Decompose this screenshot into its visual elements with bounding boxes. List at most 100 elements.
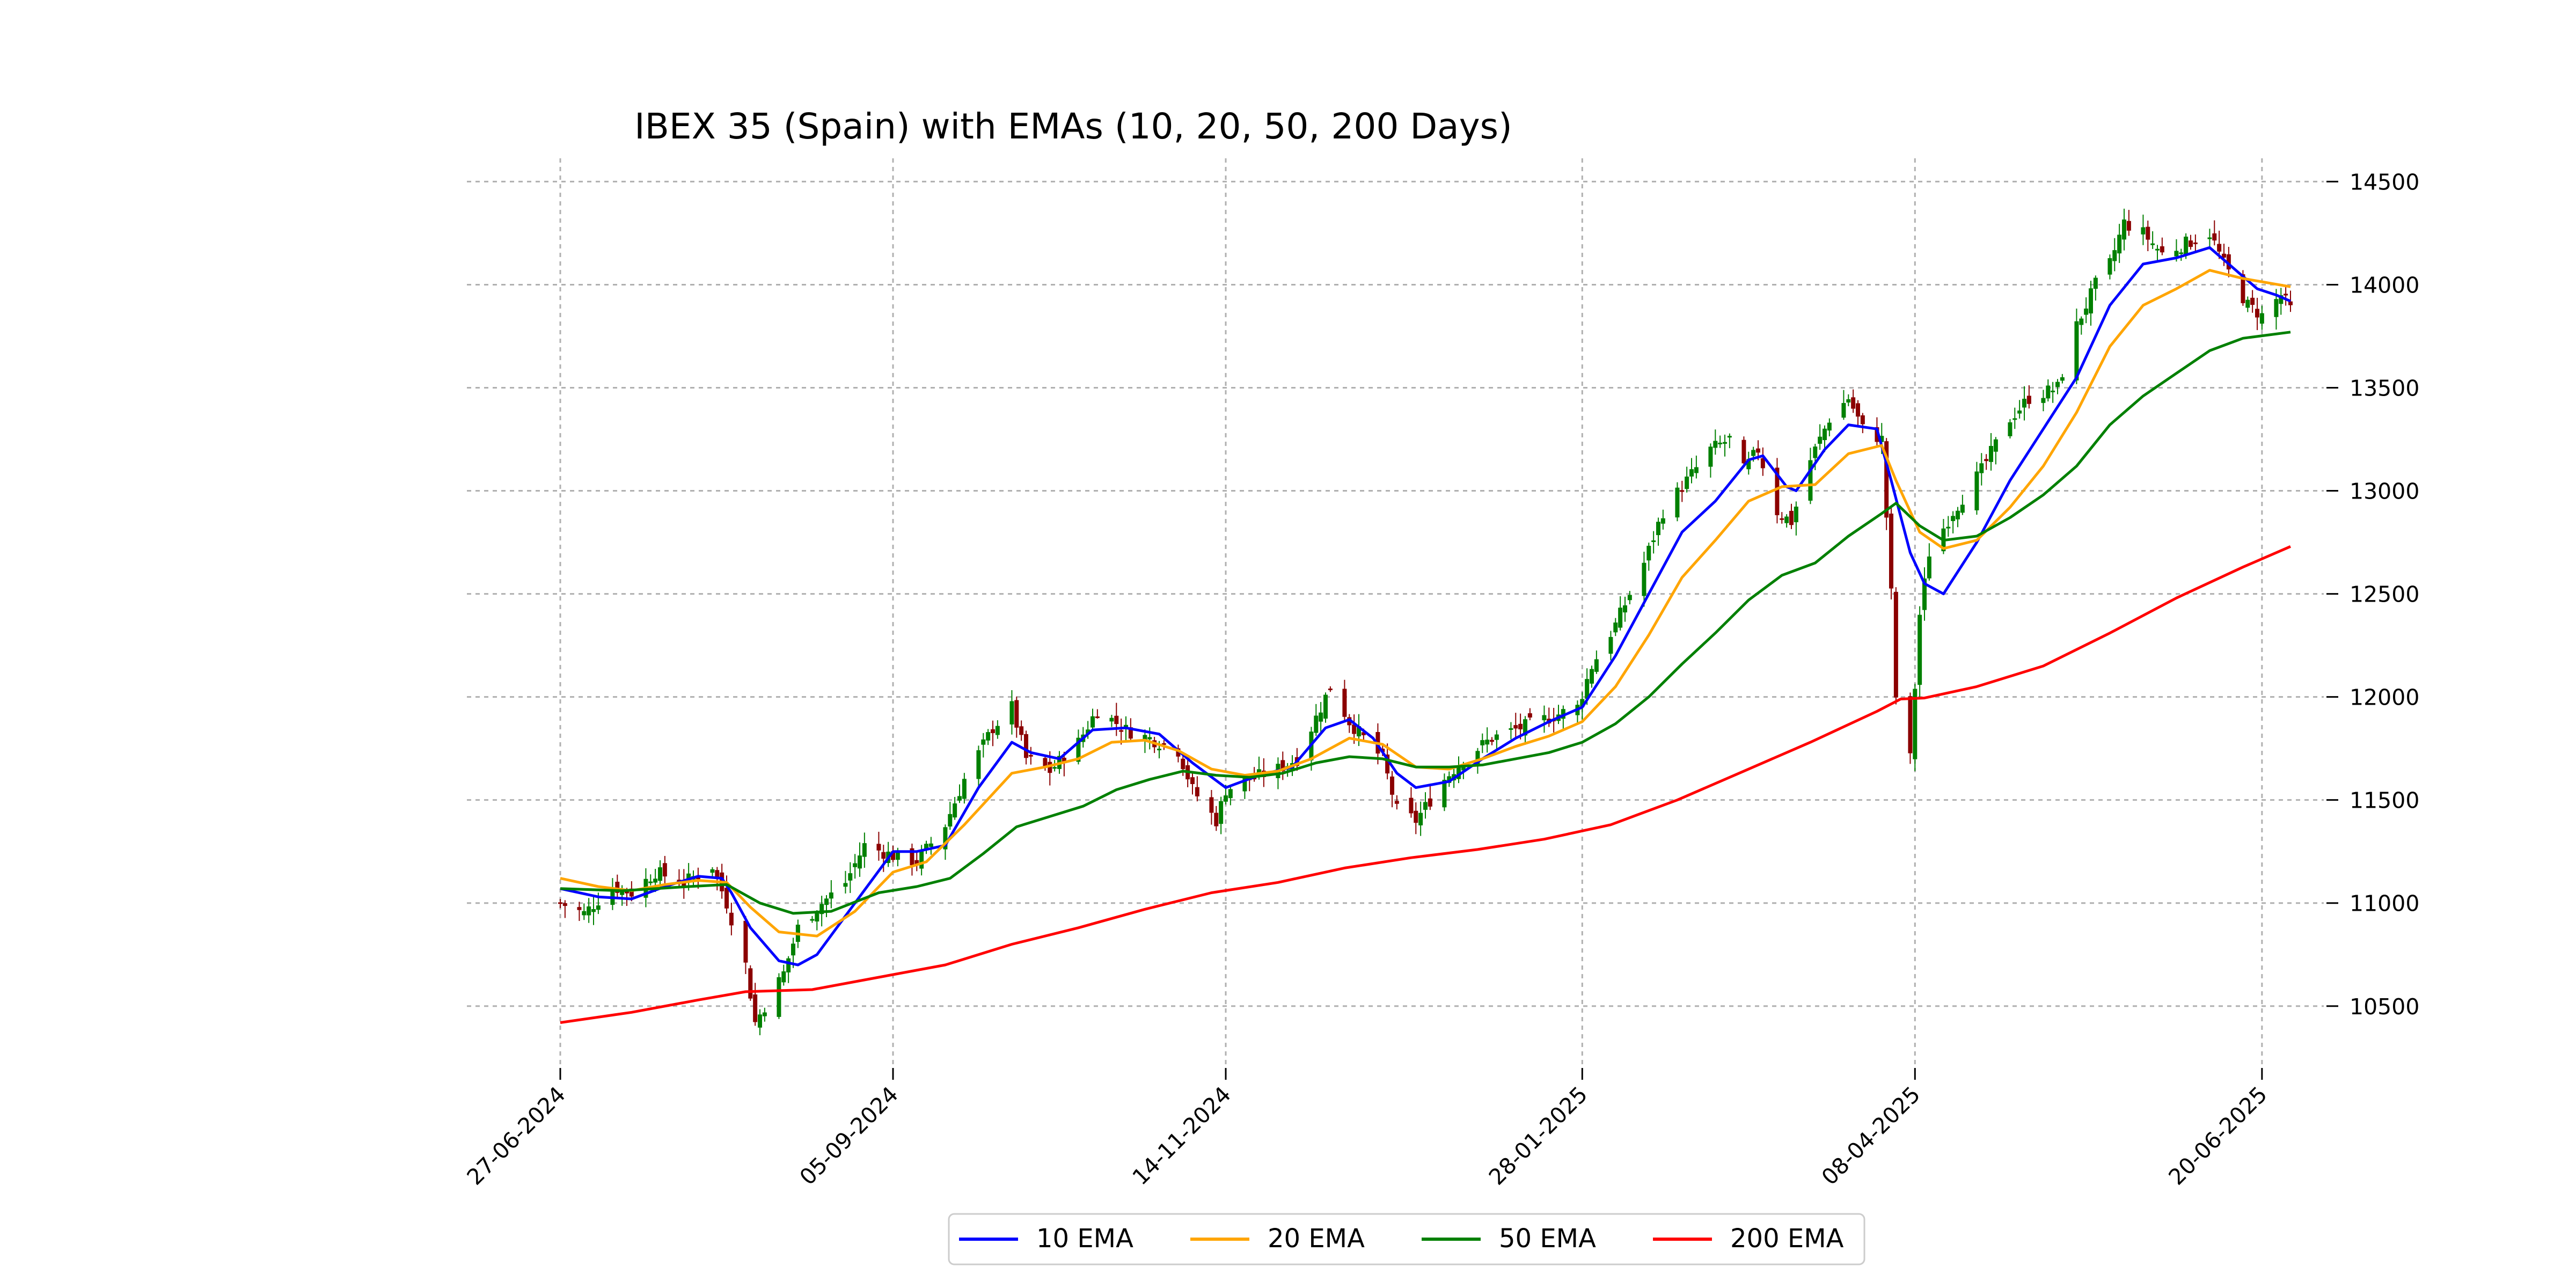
candle-body	[1618, 608, 1623, 628]
candle-body	[1813, 447, 1818, 458]
candle-body	[758, 1014, 762, 1028]
candle-body	[1675, 487, 1680, 518]
candle-body	[1642, 562, 1646, 596]
candle-body	[715, 870, 720, 877]
candle-body	[724, 888, 729, 909]
y-tick-label: 14000	[2350, 272, 2419, 298]
200-ema-line	[560, 545, 2291, 1024]
candle-body	[2284, 294, 2288, 296]
candle-body	[1879, 436, 1884, 442]
candle-body	[2255, 309, 2259, 318]
candle-body	[1028, 755, 1033, 757]
candle-body	[1627, 595, 1632, 601]
candle-body	[1856, 403, 1860, 417]
ema-lines	[560, 246, 2291, 1024]
candle-body	[1780, 518, 1784, 520]
y-tick-label: 12000	[2350, 685, 2419, 711]
candle-body	[2079, 318, 2084, 325]
candle-body	[2022, 398, 2026, 408]
chart-title: IBEX 35 (Spain) with EMAs (10, 20, 50, 2…	[634, 106, 1512, 147]
candle-body	[1076, 737, 1081, 762]
y-tick-label: 14500	[2350, 169, 2419, 195]
candle-body	[1784, 516, 1789, 523]
candle-body	[862, 843, 867, 857]
candle-body	[824, 898, 829, 905]
y-tick-label: 11000	[2350, 891, 2419, 917]
candle-body	[1394, 801, 1399, 804]
candle-body	[729, 912, 734, 926]
candle-body	[1746, 459, 1751, 470]
candle-body	[648, 881, 653, 883]
legend-label: 200 EMA	[1730, 1224, 1844, 1254]
candle-body	[1209, 797, 1214, 813]
candle-body	[1841, 402, 1846, 418]
candle-body	[786, 958, 791, 972]
candle-body	[953, 803, 957, 818]
candle-body	[2245, 299, 2250, 308]
candle-body	[1827, 422, 1832, 431]
candle-body	[1646, 546, 1651, 561]
candle-body	[1789, 510, 1794, 525]
candle-body	[1889, 513, 1893, 589]
candle-body	[1409, 797, 1414, 814]
candle-body	[558, 902, 562, 904]
candle-body	[1176, 748, 1181, 757]
candle-body	[1979, 463, 1984, 473]
candle-body	[1119, 730, 1124, 732]
candle-body	[986, 732, 991, 741]
candle-body	[991, 729, 995, 734]
candle-body	[2189, 240, 2193, 247]
candle-body	[1252, 778, 1257, 780]
candle-body	[1161, 743, 1166, 745]
y-tick-label: 11500	[2350, 788, 2419, 814]
candle-body	[843, 883, 848, 887]
candle-body	[928, 843, 933, 847]
candle-body	[1956, 510, 1960, 519]
candle-body	[910, 848, 914, 866]
candle-body	[1518, 723, 1523, 730]
candle-body	[1224, 795, 1228, 802]
candle-body	[2117, 235, 2122, 254]
candle-body	[1623, 605, 1627, 613]
candle-body	[629, 888, 634, 897]
candle-body	[781, 971, 786, 983]
candle-body	[1851, 397, 1856, 409]
candle-body	[2051, 390, 2055, 392]
candle-body	[1147, 737, 1152, 740]
candle-body	[2041, 398, 2046, 403]
candle-body	[1527, 713, 1532, 718]
candle-body	[1908, 696, 1913, 753]
candle-body	[2241, 274, 2245, 303]
candle-body	[1974, 471, 1979, 510]
candle-body	[615, 881, 620, 893]
candle-body	[1361, 732, 1366, 735]
candle-body	[1794, 507, 1798, 523]
candle-body	[2279, 295, 2284, 304]
candle-body	[1860, 415, 1865, 425]
candle-body	[1091, 716, 1095, 728]
candle-body	[1352, 724, 1357, 734]
candle-body	[662, 863, 667, 877]
candle-body	[1128, 727, 1133, 739]
candle-body	[1523, 719, 1527, 736]
candle-body	[1461, 765, 1466, 771]
candle-body	[1024, 734, 1028, 758]
candle-body	[1043, 758, 1048, 767]
candle-body	[1114, 715, 1119, 724]
candle-body	[1694, 467, 1699, 473]
candle-body	[1414, 810, 1418, 823]
candle-body	[748, 968, 753, 999]
candle-body	[919, 851, 924, 869]
candle-body	[1713, 441, 1718, 448]
candle-body	[2122, 219, 2126, 240]
candle-body	[2141, 227, 2146, 235]
legend-label: 10 EMA	[1036, 1224, 1133, 1254]
candle-body	[2207, 237, 2212, 239]
candle-body	[1242, 778, 1247, 792]
candle-body	[948, 814, 953, 827]
candle-body	[1195, 787, 1199, 796]
candle-body	[1708, 447, 1713, 467]
candle-body	[1590, 669, 1594, 684]
candle-body	[1357, 726, 1361, 737]
